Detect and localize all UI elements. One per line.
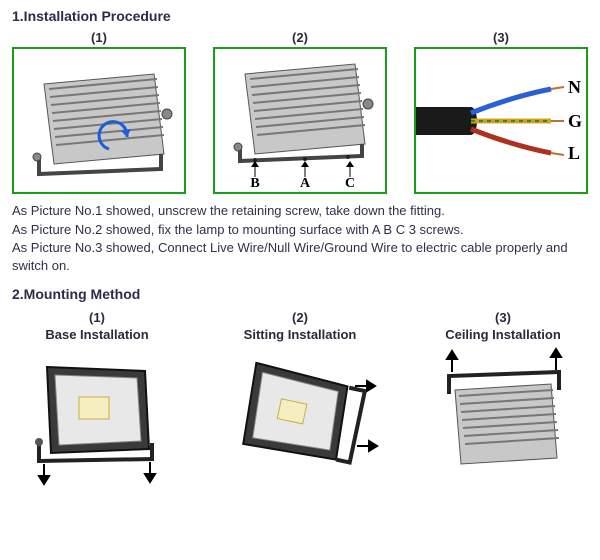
- cable-wires: N G L: [416, 49, 586, 189]
- fig-subtitle: Base Installation: [45, 327, 148, 342]
- panel-2: B A C: [213, 47, 387, 194]
- instruction-line: As Picture No.1 showed, unscrew the reta…: [12, 202, 588, 220]
- section2-fig2: (2) Sitting Installation: [215, 310, 385, 489]
- section1-fig3: (3) N G L: [414, 30, 588, 194]
- fig-number: (2): [292, 30, 308, 45]
- fig-subtitle: Ceiling Installation: [445, 327, 561, 342]
- floodlight-back-screws: B A C: [215, 49, 385, 189]
- section2-fig1: (1) Base Installation: [12, 310, 182, 489]
- sitting-installation-icon: [215, 344, 385, 489]
- instruction-line: As Picture No.3 showed, Connect Live Wir…: [12, 239, 588, 274]
- panel-1: [12, 47, 186, 194]
- wire-label-l: L: [568, 143, 580, 163]
- screw-label-a: A: [300, 176, 311, 189]
- screw-label-c: C: [345, 176, 355, 189]
- section2-title: 2.Mounting Method: [12, 286, 588, 302]
- section1-row: (1): [12, 30, 588, 194]
- fig-number: (1): [91, 30, 107, 45]
- fig-subtitle: Sitting Installation: [244, 327, 357, 342]
- section1-fig2: (2): [213, 30, 387, 194]
- section1-instructions: As Picture No.1 showed, unscrew the reta…: [12, 202, 588, 274]
- panel-3: N G L: [414, 47, 588, 194]
- section2-row: (1) Base Installation (2): [12, 310, 588, 489]
- fig-number: (2): [292, 310, 308, 325]
- ceiling-installation-icon: [418, 344, 588, 489]
- section1-fig1: (1): [12, 30, 186, 194]
- section2-fig3: (3) Ceiling Installation: [418, 310, 588, 489]
- fig-number: (3): [495, 310, 511, 325]
- screw-label-b: B: [250, 176, 259, 189]
- fig-number: (3): [493, 30, 509, 45]
- fig-number: (1): [89, 310, 105, 325]
- section1-title: 1.Installation Procedure: [12, 8, 588, 24]
- base-installation-icon: [12, 344, 182, 489]
- wire-label-g: G: [568, 111, 582, 131]
- floodlight-back-unscrew: [14, 49, 184, 189]
- instruction-line: As Picture No.2 showed, fix the lamp to …: [12, 221, 588, 239]
- wire-label-n: N: [568, 77, 581, 97]
